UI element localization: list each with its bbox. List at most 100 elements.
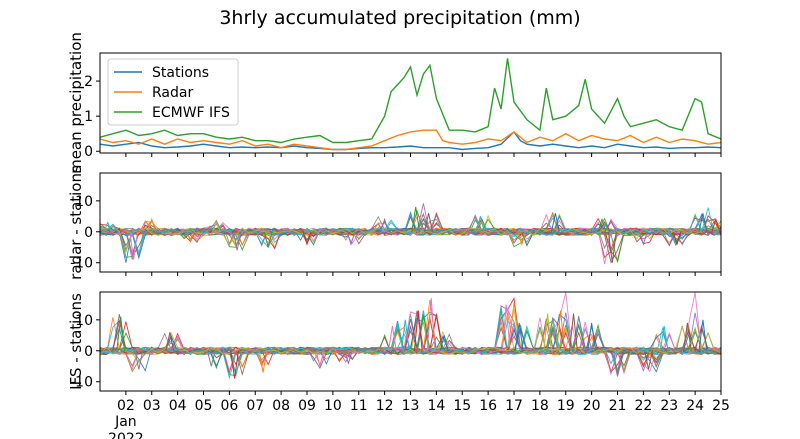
series-line-stations xyxy=(100,130,721,151)
y-axis-label: radar - stations xyxy=(67,165,85,280)
station-diff-line xyxy=(100,315,721,375)
station-diff-spike xyxy=(134,350,144,370)
station-diff-spike xyxy=(424,213,433,232)
station-diff-line xyxy=(100,314,721,355)
series-group xyxy=(100,58,721,151)
station-diff-spike xyxy=(698,319,708,351)
station-diff-spike xyxy=(501,304,511,351)
x-tick-label: 05 xyxy=(195,398,213,414)
station-diff-spike xyxy=(517,231,527,246)
station-diff-line xyxy=(100,207,721,257)
series-line-ecmwf-ifs xyxy=(100,58,721,144)
station-diff-line xyxy=(100,220,721,249)
x-tick-label: 22 xyxy=(634,398,652,414)
y-tick-label: 2 xyxy=(84,74,93,90)
station-diff-spike xyxy=(206,350,216,367)
station-diff-spike xyxy=(263,231,273,248)
station-diff-line xyxy=(100,299,721,376)
station-diff-spike xyxy=(400,319,410,351)
x-tick-label: 10 xyxy=(324,398,342,414)
y-tick-label: 10 xyxy=(75,194,93,210)
station-diff-spike xyxy=(698,213,708,232)
station-diff-spike xyxy=(388,325,397,351)
station-diff-spike xyxy=(639,231,648,246)
station-diff-spike xyxy=(186,231,195,243)
station-diff-line xyxy=(100,227,721,247)
x-tick-label: 02 xyxy=(117,398,135,414)
series-group xyxy=(100,203,721,265)
station-diff-line xyxy=(100,324,721,364)
station-diff-spike xyxy=(230,350,239,379)
y-axis-label: mean precipitation xyxy=(67,32,85,174)
series-group xyxy=(100,292,721,380)
y-tick-label: 1 xyxy=(84,109,93,125)
station-diff-spike xyxy=(165,332,175,351)
station-diff-spike xyxy=(556,310,565,351)
x-tick-label: 16 xyxy=(479,398,497,414)
station-diff-spike xyxy=(426,298,436,351)
x-tick-label: 11 xyxy=(350,398,368,414)
x-tick-label: 24 xyxy=(686,398,704,414)
panel-ifs_minus_stations: -10 0 10 02 03 04 05 06 07 08 09 10 11 12 13 14 15 16 17 18… xyxy=(67,291,730,414)
station-diff-spike xyxy=(613,350,622,376)
legend-label: Stations xyxy=(152,65,209,81)
station-diff-spike xyxy=(597,217,607,232)
station-diff-spike xyxy=(569,313,578,351)
station-diff-spike xyxy=(129,231,138,260)
x-secondary-label: 2022 xyxy=(108,431,144,439)
station-diff-line xyxy=(100,217,721,263)
x-tick-label: 14 xyxy=(427,398,445,414)
legend: Stations Radar ECMWF IFS xyxy=(107,58,239,126)
legend-box xyxy=(107,58,239,126)
x-tick-label: 06 xyxy=(220,398,238,414)
station-diff-spike xyxy=(302,231,312,246)
y-tick-label: 0 xyxy=(84,225,93,241)
station-diff-line xyxy=(100,292,721,377)
station-diff-spike xyxy=(543,313,552,351)
x-tick-label: 08 xyxy=(272,398,290,414)
x-tick-label: 17 xyxy=(505,398,523,414)
y-tick-label: -10 xyxy=(70,375,93,391)
x-tick-label: 09 xyxy=(298,398,316,414)
station-diff-spike xyxy=(116,316,126,351)
station-diff-spike xyxy=(711,217,721,232)
station-diff-spike xyxy=(315,350,325,367)
station-diff-spike xyxy=(346,231,356,246)
x-tick-label: 21 xyxy=(609,398,627,414)
station-diff-spike xyxy=(413,310,423,351)
x-tick-label: 19 xyxy=(557,398,575,414)
x-tick-label: 20 xyxy=(583,398,601,414)
axes-frame xyxy=(99,291,722,392)
station-diff-spike xyxy=(258,350,268,373)
x-tick-label: 23 xyxy=(660,398,678,414)
x-tick-label: 13 xyxy=(402,398,420,414)
station-diff-spike xyxy=(607,231,617,263)
station-diff-spike xyxy=(514,322,524,351)
series-line-radar xyxy=(100,129,721,151)
station-diff-spike xyxy=(551,213,560,232)
station-diff-spike xyxy=(683,322,692,351)
station-diff-spike xyxy=(659,325,669,351)
station-diff-spike xyxy=(212,221,221,232)
station-diff-spike xyxy=(411,206,421,232)
y-tick-label: 0 xyxy=(84,344,93,360)
x-tick-label: 18 xyxy=(531,398,549,414)
station-diff-spike xyxy=(344,350,353,365)
station-diff-line xyxy=(100,221,721,265)
station-diff-line xyxy=(100,307,721,380)
x-tick-label: 12 xyxy=(376,398,394,414)
station-diff-spike xyxy=(587,322,596,351)
legend-label: ECMWF IFS xyxy=(152,105,230,121)
station-diff-line xyxy=(100,217,721,262)
station-diff-spike xyxy=(232,231,242,251)
y-axis-label: IFS - stations xyxy=(67,293,85,390)
x-tick-label: 25 xyxy=(712,398,730,414)
station-diff-line xyxy=(100,317,721,376)
station-diff-line xyxy=(100,312,721,377)
x-secondary-label: Jan xyxy=(114,414,137,430)
station-diff-spike xyxy=(672,231,682,246)
y-tick-label: 0 xyxy=(84,144,93,160)
